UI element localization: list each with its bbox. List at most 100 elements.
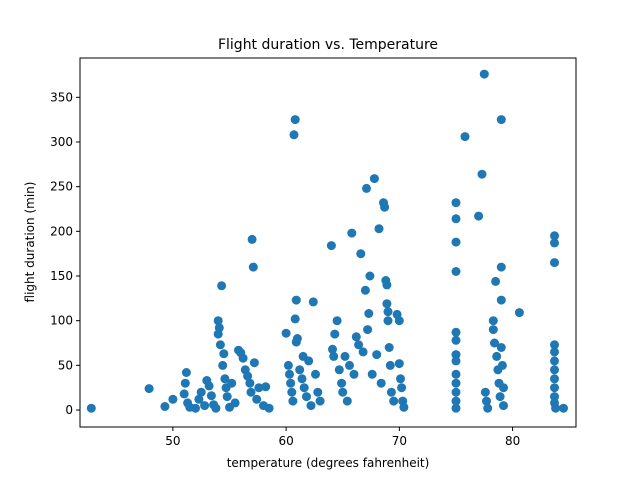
x-tick-label: 80 [505,434,520,448]
data-point [356,249,366,259]
data-point [496,115,506,125]
data-point [254,383,264,393]
data-point [252,394,262,404]
y-tick-label: 50 [58,358,73,372]
data-point [292,334,302,343]
data-point [360,285,370,295]
data-point [367,369,377,379]
data-point [451,378,461,388]
data-point [248,262,258,272]
y-axis-label: flight duration (min) [23,182,37,303]
data-point [354,340,364,350]
data-point [213,316,223,326]
data-point [499,383,508,393]
data-point [299,383,309,393]
data-point [285,369,294,379]
data-point [386,387,396,397]
y-tick-label: 300 [50,135,73,149]
data-point [358,347,368,357]
data-point [249,358,259,368]
data-point [492,351,502,361]
data-point [550,340,559,350]
data-point [194,394,204,404]
data-point [337,378,347,388]
data-point [495,392,505,402]
data-point [372,350,382,360]
data-point [394,316,404,326]
y-tick-label: 250 [50,180,73,194]
data-points [86,69,568,413]
data-point [230,398,240,408]
data-point [227,378,237,388]
data-point [290,314,300,324]
data-point [243,371,253,381]
data-point [383,307,393,317]
data-point [311,369,320,379]
data-point [460,132,470,142]
data-point [179,389,189,399]
data-point [382,299,392,309]
data-point [483,403,493,413]
data-point [283,360,293,370]
data-point [451,350,461,360]
data-point [479,69,489,79]
data-point [362,183,371,193]
data-point [363,325,373,335]
data-point [451,327,461,337]
data-point [206,391,216,401]
data-point [369,174,379,184]
data-point [396,374,405,384]
data-point [304,356,314,366]
plot-background [80,58,576,427]
data-point [451,356,461,366]
data-point [261,382,271,392]
data-point [347,228,357,238]
data-point [349,369,359,379]
data-point [302,392,311,402]
data-point [551,403,561,413]
data-point [482,396,491,406]
data-point [196,387,206,397]
data-point [144,384,154,394]
data-point [389,396,399,406]
data-point [451,387,461,397]
data-point [550,365,559,375]
data-point [397,383,407,393]
chart-title: Flight duration vs. Temperature [218,37,438,53]
data-point [499,401,508,411]
data-point [550,347,559,357]
data-point [326,241,336,251]
data-point [313,387,323,397]
data-point [288,396,298,406]
y-tick-label: 350 [50,90,73,104]
data-point [246,387,256,397]
data-point [496,295,506,305]
data-point [385,360,395,370]
data-point [191,403,200,413]
data-point [451,214,461,224]
data-point [477,169,487,179]
data-point [351,332,361,342]
data-point [496,343,506,352]
data-point [376,378,386,388]
data-point [384,343,394,352]
data-point [382,280,392,290]
y-tick-label: 150 [50,269,73,283]
data-point [399,402,409,412]
data-point [496,262,506,272]
data-point [490,338,499,348]
data-point [86,403,96,413]
data-point [488,316,498,326]
x-tick-label: 60 [278,434,293,448]
data-point [215,340,225,350]
data-point [328,344,337,354]
data-point [550,356,559,366]
data-point [306,401,316,411]
data-point [291,295,301,305]
data-point [364,309,374,318]
data-point [514,308,524,318]
data-point [550,383,559,393]
data-point [329,351,339,361]
data-point [474,211,484,221]
data-point [217,281,227,291]
